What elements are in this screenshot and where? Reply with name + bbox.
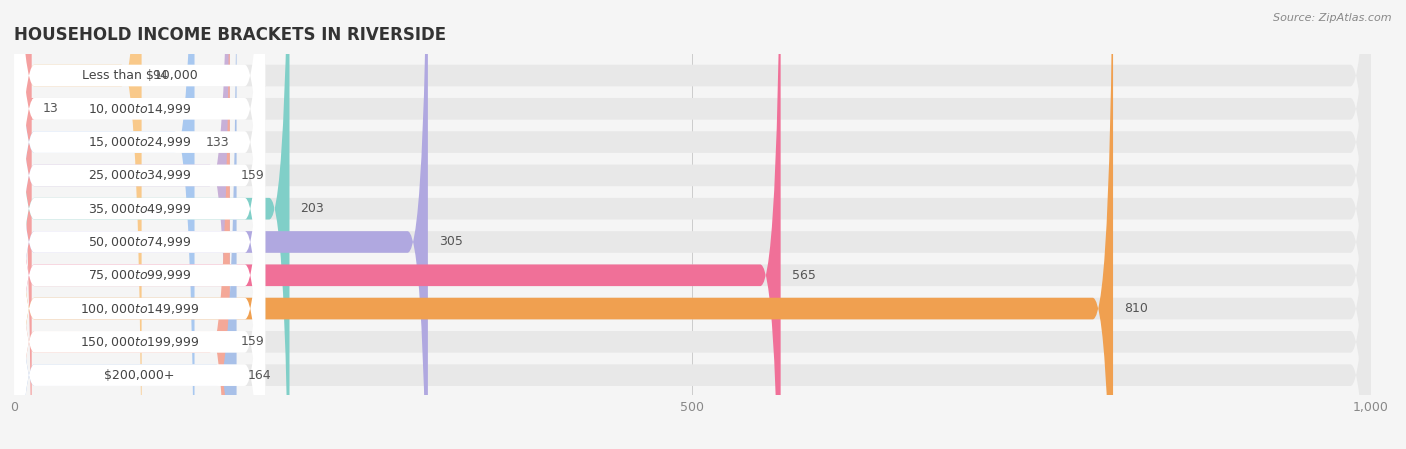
FancyBboxPatch shape [14, 0, 142, 449]
Text: $200,000+: $200,000+ [104, 369, 174, 382]
FancyBboxPatch shape [14, 0, 780, 449]
Text: $25,000 to $34,999: $25,000 to $34,999 [87, 168, 191, 182]
FancyBboxPatch shape [14, 0, 1371, 449]
FancyBboxPatch shape [14, 0, 266, 449]
Text: 164: 164 [247, 369, 271, 382]
FancyBboxPatch shape [14, 0, 1371, 449]
Text: 810: 810 [1123, 302, 1147, 315]
FancyBboxPatch shape [11, 0, 34, 449]
Text: $150,000 to $199,999: $150,000 to $199,999 [80, 335, 200, 349]
FancyBboxPatch shape [14, 0, 266, 449]
FancyBboxPatch shape [14, 0, 194, 449]
Text: 565: 565 [792, 269, 815, 282]
Text: $15,000 to $24,999: $15,000 to $24,999 [87, 135, 191, 149]
Text: HOUSEHOLD INCOME BRACKETS IN RIVERSIDE: HOUSEHOLD INCOME BRACKETS IN RIVERSIDE [14, 26, 446, 44]
FancyBboxPatch shape [14, 0, 266, 449]
FancyBboxPatch shape [14, 0, 266, 449]
Text: 159: 159 [240, 169, 264, 182]
Text: $75,000 to $99,999: $75,000 to $99,999 [87, 268, 191, 282]
Text: 203: 203 [301, 202, 325, 215]
FancyBboxPatch shape [14, 0, 1371, 449]
Text: Less than $10,000: Less than $10,000 [82, 69, 197, 82]
FancyBboxPatch shape [14, 0, 266, 449]
FancyBboxPatch shape [14, 0, 266, 449]
FancyBboxPatch shape [14, 0, 290, 449]
FancyBboxPatch shape [14, 0, 1371, 449]
Text: Source: ZipAtlas.com: Source: ZipAtlas.com [1274, 13, 1392, 23]
FancyBboxPatch shape [14, 0, 266, 449]
FancyBboxPatch shape [14, 0, 1371, 449]
FancyBboxPatch shape [14, 0, 1371, 449]
Text: 94: 94 [152, 69, 169, 82]
FancyBboxPatch shape [14, 0, 266, 449]
Text: 13: 13 [42, 102, 58, 115]
FancyBboxPatch shape [14, 0, 1114, 449]
FancyBboxPatch shape [14, 0, 1371, 449]
FancyBboxPatch shape [14, 0, 1371, 449]
FancyBboxPatch shape [14, 0, 1371, 449]
FancyBboxPatch shape [14, 0, 236, 449]
Text: 305: 305 [439, 235, 463, 248]
FancyBboxPatch shape [14, 0, 229, 449]
Text: $10,000 to $14,999: $10,000 to $14,999 [87, 102, 191, 116]
Text: $100,000 to $149,999: $100,000 to $149,999 [80, 302, 200, 316]
Text: 133: 133 [205, 136, 229, 149]
FancyBboxPatch shape [14, 0, 229, 449]
FancyBboxPatch shape [14, 0, 266, 449]
FancyBboxPatch shape [14, 0, 1371, 449]
FancyBboxPatch shape [14, 0, 427, 449]
Text: 159: 159 [240, 335, 264, 348]
FancyBboxPatch shape [14, 0, 266, 449]
Text: $50,000 to $74,999: $50,000 to $74,999 [87, 235, 191, 249]
Text: $35,000 to $49,999: $35,000 to $49,999 [87, 202, 191, 216]
